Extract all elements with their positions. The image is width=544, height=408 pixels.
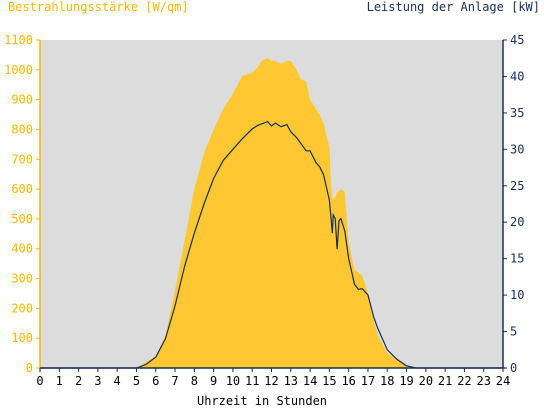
x-tick-label: 17: [361, 374, 375, 388]
y-right-tick-label: 10: [510, 288, 524, 302]
x-tick-label: 12: [264, 374, 278, 388]
x-tick-label: 24: [496, 374, 510, 388]
x-tick-label: 5: [133, 374, 140, 388]
x-tick-label: 23: [476, 374, 490, 388]
y-right-axis-label: Leistung der Anlage [kW]: [367, 0, 540, 14]
y-right-tick-label: 0: [510, 361, 517, 375]
series-irradiance-area: [40, 57, 503, 369]
x-tick-label: 9: [210, 374, 217, 388]
y-left-tick-label: 900: [11, 93, 33, 107]
y-right-tick-label: 35: [510, 106, 524, 120]
x-tick-label: 7: [171, 374, 178, 388]
x-tick-label: 13: [284, 374, 298, 388]
x-tick-label: 0: [36, 374, 43, 388]
x-tick-label: 22: [457, 374, 471, 388]
x-tick-label: 20: [419, 374, 433, 388]
y-right-tick-label: 45: [510, 33, 524, 47]
x-tick-label: 21: [438, 374, 452, 388]
y-right-tick-label: 30: [510, 142, 524, 156]
x-tick-label: 10: [226, 374, 240, 388]
x-tick-label: 19: [399, 374, 413, 388]
y-left-tick-label: 1100: [4, 33, 33, 47]
x-tick-label: 11: [245, 374, 259, 388]
x-tick-label: 14: [303, 374, 317, 388]
x-tick-label: 4: [114, 374, 121, 388]
y-left-tick-label: 0: [26, 361, 33, 375]
x-axis-label: Uhrzeit in Stunden: [197, 394, 327, 408]
y-left-tick-label: 200: [11, 301, 33, 315]
y-left-tick-label: 300: [11, 272, 33, 286]
y-left-tick-label: 400: [11, 242, 33, 256]
y-right-tick-label: 15: [510, 252, 524, 266]
y-right-tick-label: 5: [510, 325, 517, 339]
x-tick-label: 16: [341, 374, 355, 388]
y-right-tick-label: 40: [510, 69, 524, 83]
x-tick-label: 1: [56, 374, 63, 388]
y-right-tick-label: 25: [510, 179, 524, 193]
y-left-axis-label: Bestrahlungsstärke [W/qm]: [8, 0, 189, 14]
x-tick-label: 15: [322, 374, 336, 388]
x-tick-label: 3: [94, 374, 101, 388]
y-left-tick-label: 100: [11, 331, 33, 345]
y-left-tick-label: 500: [11, 212, 33, 226]
y-left-tick-label: 600: [11, 182, 33, 196]
y-left-tick-label: 700: [11, 152, 33, 166]
y-right-tick-label: 20: [510, 215, 524, 229]
x-tick-label: 18: [380, 374, 394, 388]
y-left-tick-label: 800: [11, 122, 33, 136]
x-tick-label: 8: [191, 374, 198, 388]
x-tick-label: 6: [152, 374, 159, 388]
series-power-line: [40, 120, 503, 369]
y-left-tick-label: 1000: [4, 63, 33, 77]
x-tick-label: 2: [75, 374, 82, 388]
